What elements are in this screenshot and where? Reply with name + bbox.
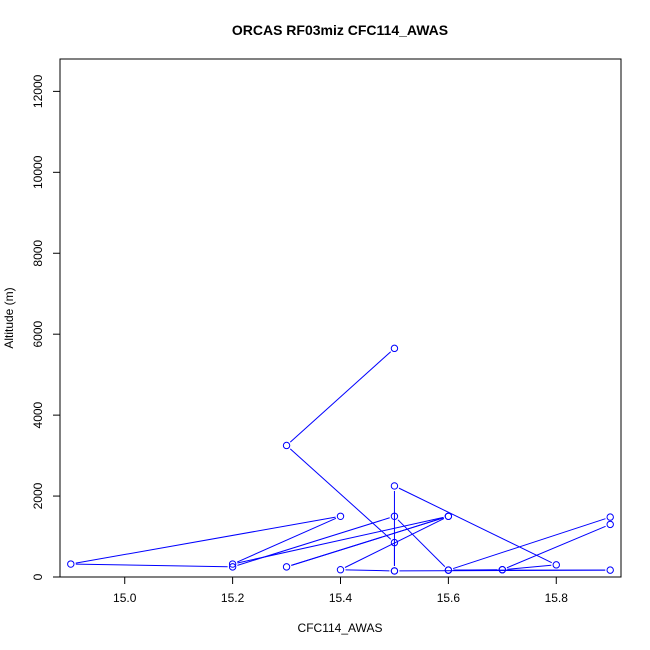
series-segment xyxy=(506,525,606,569)
y-tick-label: 6000 xyxy=(31,321,45,348)
data-point xyxy=(336,566,345,574)
data-point xyxy=(390,344,399,353)
chart-title: ORCAS RF03miz CFC114_AWAS xyxy=(232,22,448,38)
x-tick-label: 15.2 xyxy=(221,591,245,605)
y-axis-label: Altitude (m) xyxy=(2,287,16,348)
series-segment xyxy=(236,517,337,563)
plot-frame xyxy=(59,58,622,578)
x-axis-label: CFC114_AWAS xyxy=(298,621,383,635)
data-point xyxy=(444,512,453,520)
data-point xyxy=(606,513,614,521)
series-segment xyxy=(289,448,392,540)
series-segment xyxy=(397,519,446,567)
y-tick-label: 0 xyxy=(31,573,45,580)
series-segment xyxy=(75,563,228,568)
data-point xyxy=(282,563,291,571)
series-segment xyxy=(398,487,552,564)
series-segment xyxy=(75,516,336,564)
series-segment xyxy=(507,564,552,570)
y-tick-label: 12000 xyxy=(31,74,45,108)
x-axis: 15.0 15.2 15.4 15.6 15.8 xyxy=(113,576,569,605)
data-point xyxy=(390,538,399,547)
series-segment xyxy=(237,517,390,566)
series-segment xyxy=(345,569,390,572)
data-point xyxy=(282,441,291,450)
series-segment xyxy=(452,518,606,570)
data-point xyxy=(606,566,614,574)
y-tick-label: 2000 xyxy=(31,482,45,509)
x-tick-label: 15.8 xyxy=(545,591,569,605)
series-segment xyxy=(237,516,444,564)
data-point xyxy=(228,563,237,571)
series-segment xyxy=(289,351,392,443)
series-lines xyxy=(75,351,606,572)
data-point xyxy=(552,561,560,569)
series-points xyxy=(67,344,614,575)
x-tick-label: 15.0 xyxy=(113,591,137,605)
y-tick-label: 10000 xyxy=(31,155,45,189)
y-tick-label: 4000 xyxy=(31,401,45,428)
data-point xyxy=(67,560,75,568)
y-tick-label: 8000 xyxy=(31,240,45,267)
data-point xyxy=(498,566,507,574)
x-tick-label: 15.4 xyxy=(329,591,353,605)
data-point xyxy=(336,512,345,520)
y-axis: 0 2000 4000 6000 8000 10000 12000 xyxy=(31,74,61,580)
data-point xyxy=(606,520,614,529)
data-point xyxy=(228,560,237,568)
data-point xyxy=(444,566,453,574)
data-point xyxy=(390,482,399,490)
data-point xyxy=(390,512,399,520)
series-segment xyxy=(291,517,444,566)
x-tick-label: 15.6 xyxy=(437,591,461,605)
data-point xyxy=(390,567,399,575)
